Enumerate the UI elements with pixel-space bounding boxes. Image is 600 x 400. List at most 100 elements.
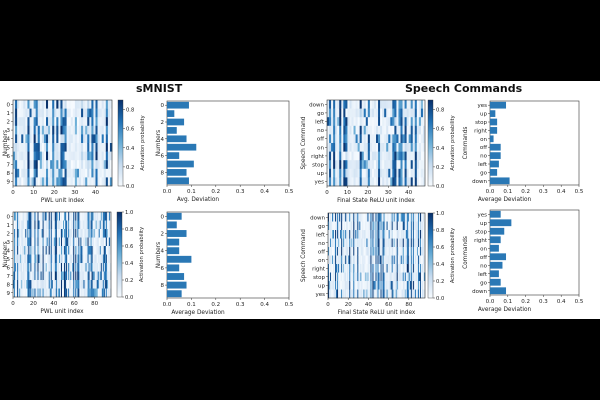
heatmap-cell [357,255,359,265]
heatmap-cell [16,254,18,264]
heatmap-cell [333,143,336,152]
x-tick-label: 10 [30,190,37,196]
y-axis-label: Numbers [156,130,162,156]
heatmap-cell [355,255,357,265]
heatmap-cell [89,100,92,109]
y-tick-label: down [309,102,324,108]
heatmap-cell [373,168,377,178]
y-tick-label: 1 [7,223,11,229]
heatmap-cell [331,168,334,178]
heatmap-cell [412,221,415,231]
heatmap-cell [394,177,397,187]
heatmap-cell [346,247,348,256]
heatmap-cell [407,213,410,222]
heatmap-cell [62,271,64,281]
heatmap-cell [77,263,79,272]
heatmap-cell [95,108,98,118]
heatmap-cell [409,221,412,231]
heatmap-cell [19,263,21,272]
heatmap-cell [62,151,65,161]
heatmap-cell [411,255,414,265]
heatmap-cell [52,168,55,178]
heatmap-cell [359,221,361,231]
heatmap-cell [89,168,92,178]
heatmap-cell [389,230,391,239]
heatmap-cell [17,108,20,118]
heatmap-cell [22,254,24,264]
heatmap-cell [74,254,76,264]
heatmap-cell [106,254,109,264]
heatmap-cell [364,281,366,290]
colorbar-tick-label: 0.6 [126,127,134,133]
heatmap-cell [398,255,401,265]
heatmap-cell [386,134,389,144]
heatmap-cell [23,160,26,170]
x-tick-label: 80 [91,301,98,307]
heatmap-cell [338,247,340,256]
bar-6 [167,152,180,159]
heatmap-cell [410,160,414,170]
heatmap-cell [336,238,338,248]
heatmap-cell [59,246,62,255]
heatmap-cell [14,246,16,255]
heatmap-cell [329,168,332,178]
heatmap-cell [421,221,424,231]
heatmap-cell [361,143,365,152]
heatmap-cell [55,246,58,255]
heatmap-cell [58,117,61,127]
heatmap-cell [367,168,371,178]
heatmap-cell [374,247,376,256]
heatmap-cell [365,143,369,152]
y-tick-label: off [480,145,487,151]
heatmap-cell [367,255,369,265]
heatmap-cell [345,281,347,290]
heatmap-cell [99,160,102,170]
heatmap-cell [97,177,100,187]
heatmap-cell [66,212,68,221]
x-tick-label: 0.1 [503,189,512,195]
y-tick-label: 4 [161,249,165,255]
heatmap-cell [412,255,415,265]
heatmap-cell [43,160,47,170]
heatmap-cell [74,117,78,127]
heatmap-cell [56,125,59,135]
heatmap-cell [376,117,379,127]
heatmap-cell [75,254,77,264]
heatmap-cell [350,238,352,248]
heatmap-cell [389,264,391,273]
heatmap-cell [108,246,111,255]
heatmap-cell [329,238,331,248]
heatmap-cell [33,168,36,178]
heatmap-cell [72,134,76,144]
heatmap-cell [27,288,29,298]
heatmap-cell [93,271,95,281]
heatmap-cell [402,143,405,152]
heatmap-cell [70,100,74,109]
heatmap-cell [413,272,416,282]
heatmap-cell [79,263,81,272]
heatmap-cell [15,280,17,289]
heatmap-cell [89,254,91,264]
heatmap-cell [376,177,379,187]
heatmap-cell [347,247,349,256]
heatmap-cell [387,255,389,265]
heatmap-cell [45,263,47,272]
heatmap-cell [68,263,70,272]
heatmap-cell [77,229,79,238]
heatmap-cell [396,221,399,231]
heatmap-cell [94,263,96,272]
heatmap-cell [54,160,57,170]
heatmap-cell [420,264,423,273]
heatmap-cell [393,230,395,239]
heatmap-cell [396,272,399,282]
y-tick-label: yes [477,212,487,218]
heatmap-cell [388,143,391,152]
heatmap-cell [84,237,86,247]
heatmap-cell [412,213,415,222]
heatmap-cell [413,255,416,265]
heatmap-cell [373,247,375,256]
heatmap-cell [416,125,420,135]
heatmap-cell [422,238,425,248]
heatmap-cell [330,230,332,239]
heatmap-cell [328,289,330,299]
